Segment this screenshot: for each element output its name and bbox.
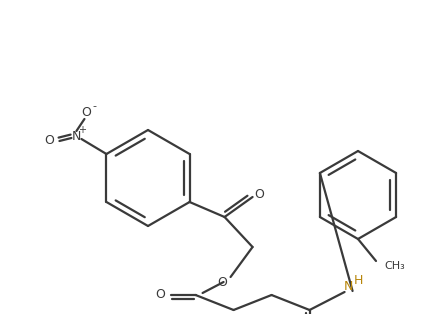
Text: CH₃: CH₃	[384, 261, 405, 271]
Text: -: -	[92, 101, 97, 111]
Text: O: O	[45, 134, 54, 148]
Text: +: +	[79, 125, 86, 135]
Text: O: O	[218, 275, 227, 289]
Text: O: O	[255, 187, 265, 201]
Text: N: N	[72, 129, 81, 143]
Text: O: O	[156, 289, 166, 301]
Text: N: N	[344, 280, 353, 294]
Text: O: O	[82, 106, 91, 118]
Text: H: H	[354, 273, 363, 286]
